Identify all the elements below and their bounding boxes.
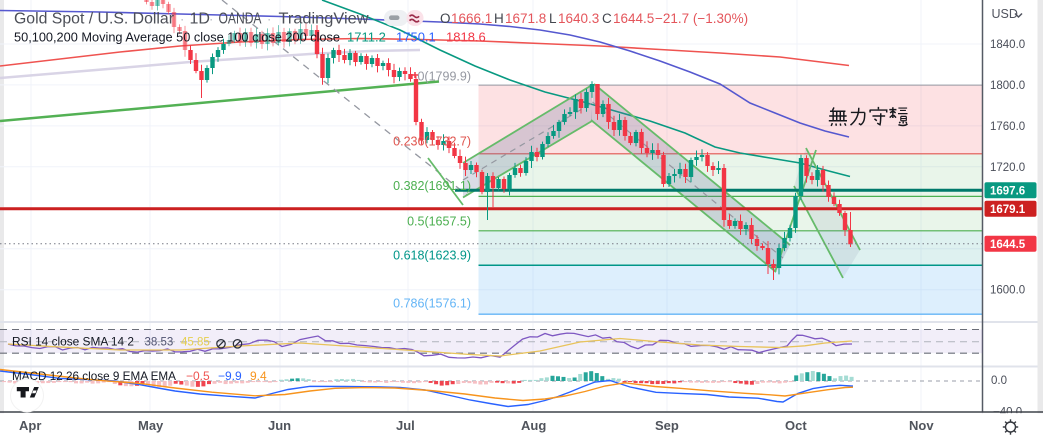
svg-text:·: · <box>209 12 213 27</box>
svg-text:0.5(1657.5): 0.5(1657.5) <box>407 214 471 228</box>
svg-text:0.236(1732.7): 0.236(1732.7) <box>393 134 471 148</box>
svg-text:USD: USD <box>992 7 1018 21</box>
svg-text:1644.5: 1644.5 <box>990 239 1026 251</box>
svg-text:MACD 12 26 close 9 EMA EMA: MACD 12 26 close 9 EMA EMA <box>12 369 176 383</box>
svg-text:0.786(1576.1): 0.786(1576.1) <box>393 296 471 310</box>
svg-text:Nov: Nov <box>909 418 934 433</box>
svg-text:38.53: 38.53 <box>145 337 174 349</box>
svg-text:RSI 14 close SMA 14 2: RSI 14 close SMA 14 2 <box>12 337 134 349</box>
svg-text:1697.6: 1697.6 <box>990 186 1025 198</box>
svg-text:·: · <box>180 12 184 27</box>
svg-text:L: L <box>549 11 557 26</box>
svg-text:Oct: Oct <box>785 418 807 433</box>
svg-text:1640.3: 1640.3 <box>558 11 599 26</box>
svg-text:Jul: Jul <box>396 418 415 433</box>
svg-text:TradingView: TradingView <box>279 11 369 28</box>
svg-text:Aug: Aug <box>521 418 546 433</box>
svg-text:May: May <box>138 418 164 433</box>
svg-text:0.618(1623.9): 0.618(1623.9) <box>393 248 471 262</box>
svg-text:1644.5: 1644.5 <box>613 11 654 26</box>
svg-text:1750.1: 1750.1 <box>396 30 436 45</box>
svg-text:1666.1: 1666.1 <box>451 11 492 26</box>
svg-text:·: · <box>267 12 271 27</box>
svg-text:9.4: 9.4 <box>250 369 267 383</box>
svg-text:1711.2: 1711.2 <box>347 30 386 45</box>
svg-text:1760.0: 1760.0 <box>990 121 1025 133</box>
svg-text:Apr: Apr <box>19 418 41 433</box>
svg-text:1679.1: 1679.1 <box>990 204 1026 216</box>
svg-text:0.382(1691.1): 0.382(1691.1) <box>393 179 471 193</box>
svg-text:1800.0: 1800.0 <box>990 80 1025 92</box>
svg-text:45.85: 45.85 <box>181 337 210 349</box>
svg-text:1818.6: 1818.6 <box>446 30 486 45</box>
svg-text:0.0: 0.0 <box>991 375 1007 387</box>
svg-text:−0.5: −0.5 <box>186 369 210 383</box>
svg-text:1600.0: 1600.0 <box>990 285 1025 297</box>
svg-text:O: O <box>440 11 451 26</box>
svg-text:Sep: Sep <box>655 418 679 433</box>
svg-text:50,100,200 Moving Average 50 c: 50,100,200 Moving Average 50 close 100 c… <box>14 30 340 45</box>
svg-text:Jun: Jun <box>268 418 291 433</box>
svg-text:1840.0: 1840.0 <box>990 39 1025 51</box>
svg-text:OANDA: OANDA <box>219 11 262 28</box>
svg-text:Gold Spot / U.S. Dollar: Gold Spot / U.S. Dollar <box>14 11 175 28</box>
svg-text:C: C <box>602 11 612 26</box>
svg-text:1720.0: 1720.0 <box>990 162 1025 174</box>
svg-text:−9.9: −9.9 <box>218 369 242 383</box>
svg-text:1D: 1D <box>190 11 210 28</box>
svg-text:−21.7 (−1.30%): −21.7 (−1.30%) <box>655 11 748 26</box>
svg-text:0(1799.9): 0(1799.9) <box>417 70 471 84</box>
svg-text:1671.8: 1671.8 <box>505 11 546 26</box>
svg-text:H: H <box>494 11 504 26</box>
